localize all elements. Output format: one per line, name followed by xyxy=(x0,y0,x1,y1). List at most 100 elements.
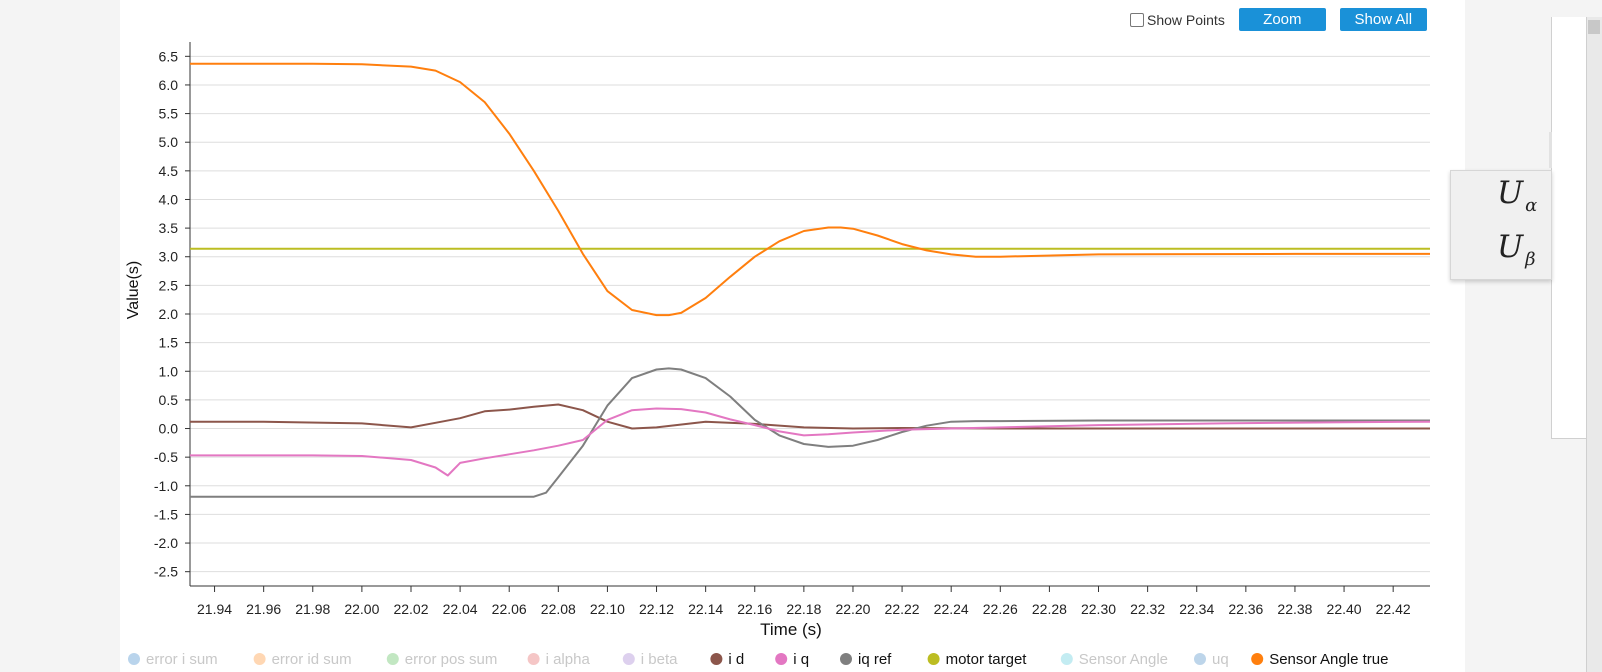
legend-label: i d xyxy=(728,651,744,668)
x-tick-label: 22.36 xyxy=(1228,601,1263,617)
legend-item[interactable]: i d xyxy=(710,651,744,668)
x-tick-label: 22.40 xyxy=(1327,601,1362,617)
series-iq-ref[interactable] xyxy=(190,367,1430,498)
legend-item[interactable]: Sensor Angle true xyxy=(1251,651,1388,668)
legend[interactable]: error i sum error id sum error pos sum i al… xyxy=(128,651,1388,668)
x-tick-label: 22.22 xyxy=(885,601,920,617)
legend-label: Sensor Angle xyxy=(1079,651,1168,668)
legend-label: error i sum xyxy=(146,651,218,668)
x-tick-label: 21.94 xyxy=(197,601,232,617)
axes xyxy=(185,42,1430,592)
legend-marker xyxy=(1194,653,1206,665)
y-tick-label: 2.0 xyxy=(159,306,179,322)
series-sensor-angle-true[interactable] xyxy=(190,62,1430,317)
x-tick-label: 22.04 xyxy=(443,601,478,617)
zoom-button[interactable]: Zoom xyxy=(1238,8,1326,31)
show-points-checkbox[interactable] xyxy=(1130,12,1144,27)
legend-item[interactable]: Sensor Angle xyxy=(1060,651,1168,668)
x-tick-label: 22.38 xyxy=(1277,601,1312,617)
y-tick-label: -1.5 xyxy=(154,506,178,522)
legend-marker xyxy=(775,653,788,665)
legend-marker xyxy=(128,653,140,665)
legend-item[interactable]: i q xyxy=(775,651,809,668)
legend-item[interactable]: iq ref xyxy=(840,651,892,668)
y-tick-label: -0.5 xyxy=(154,449,178,465)
y-tick-label: 1.5 xyxy=(159,335,179,351)
series-lines[interactable] xyxy=(190,62,1431,498)
formula-symbol: U xyxy=(1497,175,1524,211)
y-tick-label: 3.5 xyxy=(159,220,179,236)
x-tick-label: 22.18 xyxy=(786,601,821,617)
legend-marker xyxy=(253,653,266,665)
x-tick-labels: 21.94 21.96 21.98 22.00 22.02 22.04 22.06 22.08… xyxy=(197,601,1411,617)
x-tick-label: 22.16 xyxy=(737,601,772,617)
legend-marker xyxy=(386,653,399,665)
chart-toolbar: Show Points Zoom Show All xyxy=(1130,8,1427,31)
legend-item[interactable]: error i sum xyxy=(128,651,218,668)
show-all-button[interactable]: Show All xyxy=(1339,8,1427,31)
y-tick-label: 5.5 xyxy=(159,106,179,122)
x-tick-label: 22.34 xyxy=(1179,601,1214,617)
x-tick-label: 22.12 xyxy=(639,601,674,617)
legend-item[interactable]: error pos sum xyxy=(386,651,498,668)
x-tick-label: 22.28 xyxy=(1032,601,1067,617)
x-axis-label: Time (s) xyxy=(760,620,822,639)
legend-label: iq ref xyxy=(858,651,892,668)
legend-marker xyxy=(927,653,940,665)
legend-marker xyxy=(527,653,540,665)
y-tick-label: -1.0 xyxy=(154,478,178,494)
grid-lines xyxy=(190,55,1430,573)
y-tick-label: 2.5 xyxy=(159,277,179,293)
legend-marker xyxy=(840,653,852,665)
legend-item[interactable]: i alpha xyxy=(527,651,591,668)
x-tick-label: 22.08 xyxy=(541,601,576,617)
show-points-label: Show Points xyxy=(1147,11,1225,28)
formula-subscript: β xyxy=(1525,249,1536,270)
x-tick-label: 21.96 xyxy=(246,601,281,617)
y-tick-label: 4.0 xyxy=(159,191,179,207)
show-points-toggle[interactable]: Show Points xyxy=(1130,12,1225,28)
x-tick-label: 22.06 xyxy=(492,601,527,617)
scrollbar-thumb[interactable] xyxy=(1588,20,1600,34)
legend-label: error id sum xyxy=(272,651,352,668)
series-i-q[interactable] xyxy=(190,407,1431,477)
legend-marker xyxy=(710,653,723,665)
x-tick-label: 22.10 xyxy=(590,601,625,617)
y-tick-label: 6.5 xyxy=(159,48,179,64)
x-tick-label: 22.00 xyxy=(344,601,379,617)
scrollbar[interactable] xyxy=(1586,17,1602,672)
legend-label: motor target xyxy=(946,651,1028,668)
legend-item[interactable]: uq xyxy=(1194,651,1229,668)
x-tick-label: 22.32 xyxy=(1130,601,1165,617)
y-tick-labels: 6.5 6.0 5.5 5.0 4.5 4.0 3.5 3.0 2.5 2.0 1.5 1.0 0.5 0… xyxy=(154,48,178,579)
legend-label: error pos sum xyxy=(405,651,498,668)
legend-item[interactable]: i beta xyxy=(622,651,678,668)
side-panel-notch xyxy=(1549,132,1552,168)
series-i-d[interactable] xyxy=(190,403,1430,430)
chart-panel xyxy=(120,0,1465,672)
y-tick-label: -2.0 xyxy=(154,535,178,551)
x-tick-label: 22.42 xyxy=(1376,601,1411,617)
legend-item[interactable]: motor target xyxy=(927,651,1028,668)
y-axis-label: Value(s) xyxy=(125,261,142,319)
y-tick-label: 1.0 xyxy=(159,363,179,379)
y-tick-label: 6.0 xyxy=(159,77,179,93)
x-tick-label: 22.14 xyxy=(688,601,723,617)
y-tick-label: 4.5 xyxy=(159,163,179,179)
y-tick-label: 3.0 xyxy=(159,249,179,265)
formula-subscript: α xyxy=(1525,195,1538,216)
legend-label: i alpha xyxy=(546,651,591,668)
legend-label: i q xyxy=(793,651,809,668)
x-tick-label: 21.98 xyxy=(295,601,330,617)
formula-symbol: U xyxy=(1497,229,1524,265)
legend-marker xyxy=(622,653,635,665)
legend-marker xyxy=(1251,653,1264,665)
x-tick-label: 22.02 xyxy=(393,601,428,617)
x-tick-label: 22.26 xyxy=(983,601,1018,617)
legend-item[interactable]: error id sum xyxy=(253,651,352,668)
y-tick-label: -2.5 xyxy=(154,564,178,580)
